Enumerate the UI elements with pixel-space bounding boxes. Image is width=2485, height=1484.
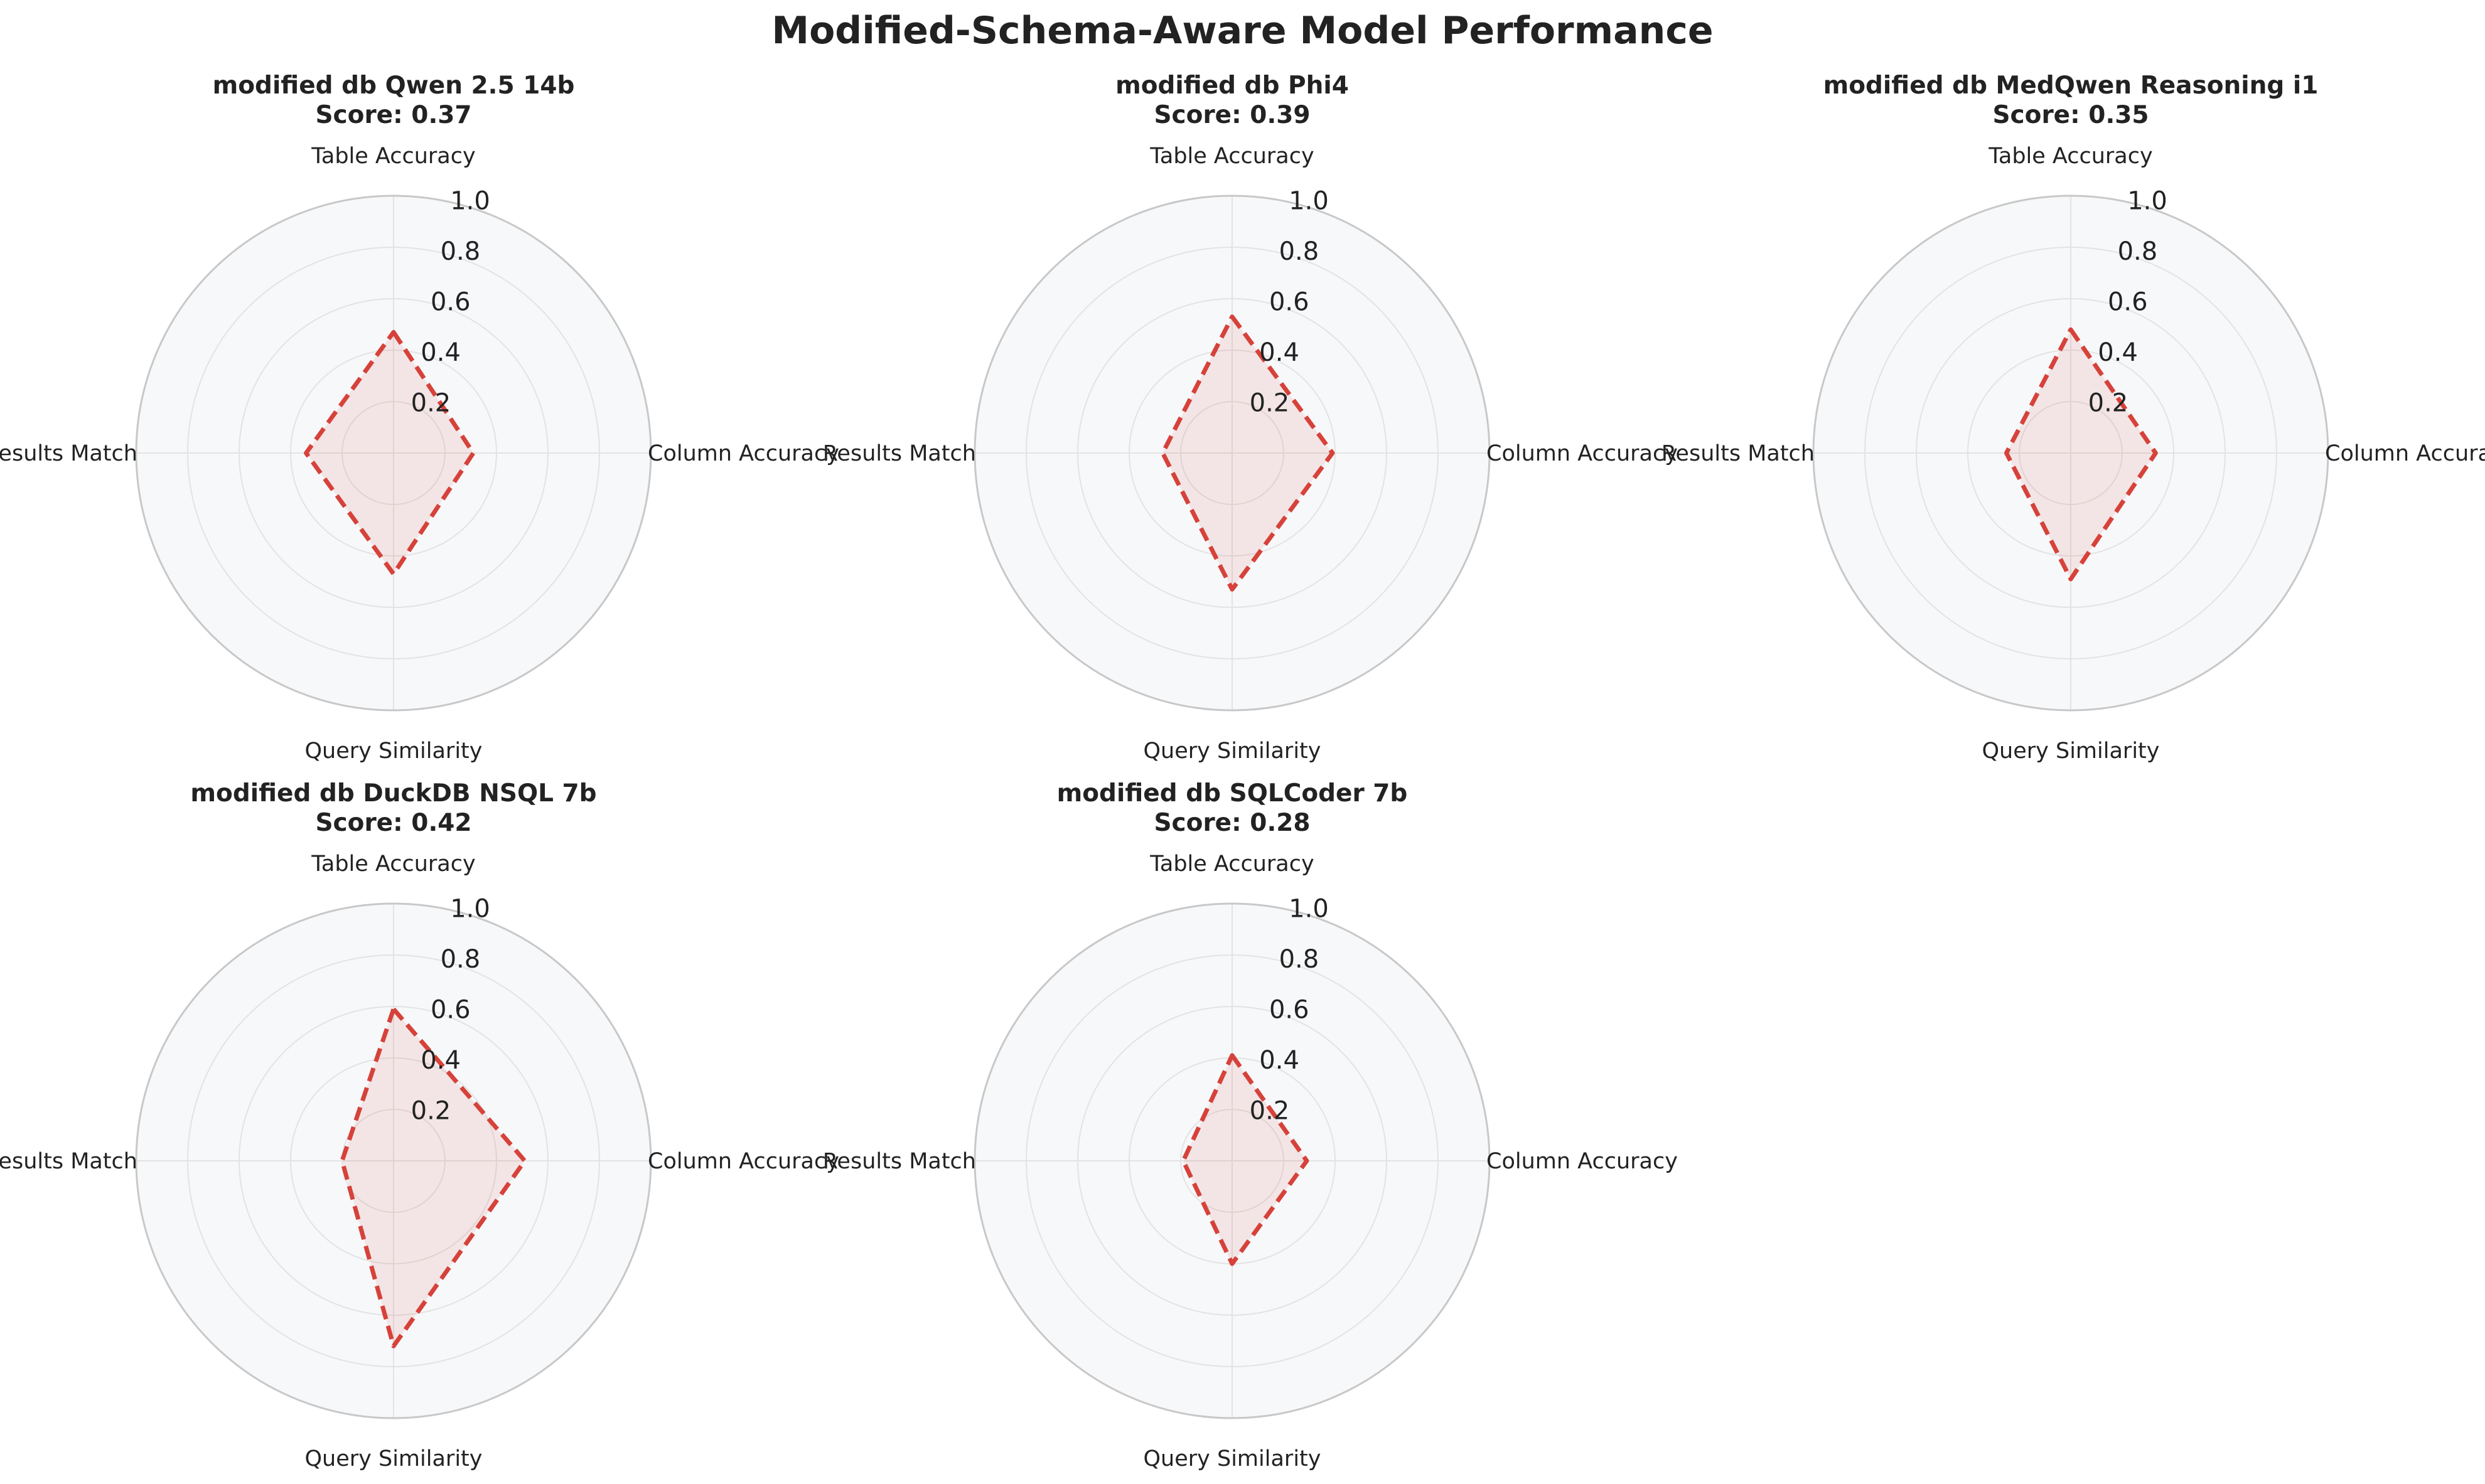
series-line [340, 1006, 527, 1348]
r-tick-label: 0.4 [1259, 338, 1299, 367]
panel-title-name: modified db Phi4 [1115, 72, 1349, 100]
series-line [1181, 1053, 1309, 1266]
r-tick-label: 0.2 [411, 1097, 451, 1126]
r-tick-label: 0.4 [421, 1046, 461, 1075]
r-tick-label: 0.8 [1279, 237, 1319, 266]
axis-label-left: Results Match [823, 1149, 976, 1174]
r-tick-label: 0.6 [1269, 288, 1309, 317]
axis-label-left: Results Match [0, 441, 137, 466]
r-tick-label: 0.2 [2088, 389, 2128, 418]
r-tick-label: 1.0 [450, 895, 490, 924]
r-tick-label: 0.8 [441, 237, 481, 266]
panel-title-score: Score: 0.42 [315, 809, 471, 837]
r-tick-label: 0.2 [1250, 1097, 1290, 1126]
r-tick-label: 1.0 [2127, 187, 2167, 216]
r-tick-label: 1.0 [1289, 895, 1329, 924]
r-tick-label: 0.4 [2098, 338, 2138, 367]
r-tick-label: 0.8 [2118, 237, 2158, 266]
panel-frame [1812, 195, 2329, 712]
panel-frame [974, 195, 1491, 712]
series-line [304, 329, 476, 577]
axis-label-right: Column Accuracy [1486, 1149, 1678, 1174]
panel-frame [135, 902, 652, 1419]
r-tick-label: 0.4 [1259, 1046, 1299, 1075]
panel-title-name: modified db DuckDB NSQL 7b [190, 779, 596, 808]
r-tick-label: 0.8 [441, 945, 481, 974]
r-tick-label: 0.2 [411, 389, 451, 418]
axis-label-top: Table Accuracy [311, 851, 475, 877]
r-tick-label: 1.0 [1289, 187, 1329, 216]
panel-title-score: Score: 0.39 [1154, 101, 1310, 129]
panel-title-name: modified db MedQwen Reasoning i1 [1823, 72, 2319, 100]
panel-title-score: Score: 0.28 [1154, 809, 1310, 837]
axis-label-right: Column Accuracy [648, 1149, 839, 1174]
series-fill [342, 1009, 525, 1347]
panel-frame [135, 195, 652, 712]
panel-title-score: Score: 0.35 [1992, 101, 2149, 129]
axis-label-bottom: Query Similarity [1144, 1446, 1321, 1471]
axis-label-top: Table Accuracy [1149, 144, 1314, 169]
r-tick-label: 0.6 [431, 996, 471, 1025]
r-tick-label: 0.6 [1269, 996, 1309, 1025]
radar-panel: 0.2 0.4 0.6 0.8 1.0 Table Accuracy Column Accu… [1661, 72, 2485, 764]
axis-label-top: Table Accuracy [1988, 144, 2152, 169]
r-tick-label: 1.0 [450, 187, 490, 216]
axis-label-top: Table Accuracy [1149, 851, 1314, 877]
axis-label-bottom: Query Similarity [1144, 739, 1321, 764]
figure-title: Modified-Schema-Aware Model Performance [771, 9, 1714, 53]
series-fill [2006, 329, 2156, 579]
panel-title-name: modified db SQLCoder 7b [1057, 779, 1408, 808]
r-tick-label: 0.4 [421, 338, 461, 367]
series-line [2004, 327, 2158, 582]
radar-panel: 0.2 0.4 0.6 0.8 1.0 Table Accuracy Column Accu… [823, 72, 1678, 764]
panel-title-name: modified db Qwen 2.5 14b [213, 72, 575, 100]
panel-frame [974, 902, 1491, 1419]
series-fill [1162, 316, 1333, 590]
series-line [1160, 314, 1335, 592]
axis-label-left: Results Match [0, 1149, 137, 1174]
r-tick-label: 0.8 [1279, 945, 1319, 974]
radar-panel: 0.2 0.4 0.6 0.8 1.0 Table Accuracy Column Accu… [823, 779, 1678, 1471]
axis-label-left: Results Match [1661, 441, 1815, 466]
r-tick-label: 0.6 [431, 288, 471, 317]
axis-label-right: Column Accuracy [2325, 441, 2485, 466]
radar-panel: 0.2 0.4 0.6 0.8 1.0 Table Accuracy Column Accu… [0, 779, 839, 1471]
radar-panel: 0.2 0.4 0.6 0.8 1.0 Table Accuracy Column Accu… [0, 72, 839, 764]
axis-label-bottom: Query Similarity [305, 1446, 483, 1471]
axis-label-bottom: Query Similarity [305, 739, 483, 764]
panel-title-score: Score: 0.37 [315, 101, 471, 129]
axis-label-bottom: Query Similarity [1982, 739, 2160, 764]
axis-label-right: Column Accuracy [1486, 441, 1678, 466]
axis-label-top: Table Accuracy [311, 144, 475, 169]
axis-label-left: Results Match [823, 441, 976, 466]
series-fill [1183, 1055, 1307, 1264]
axis-label-right: Column Accuracy [648, 441, 839, 466]
r-tick-label: 0.6 [2108, 288, 2148, 317]
r-tick-label: 0.2 [1250, 389, 1290, 418]
